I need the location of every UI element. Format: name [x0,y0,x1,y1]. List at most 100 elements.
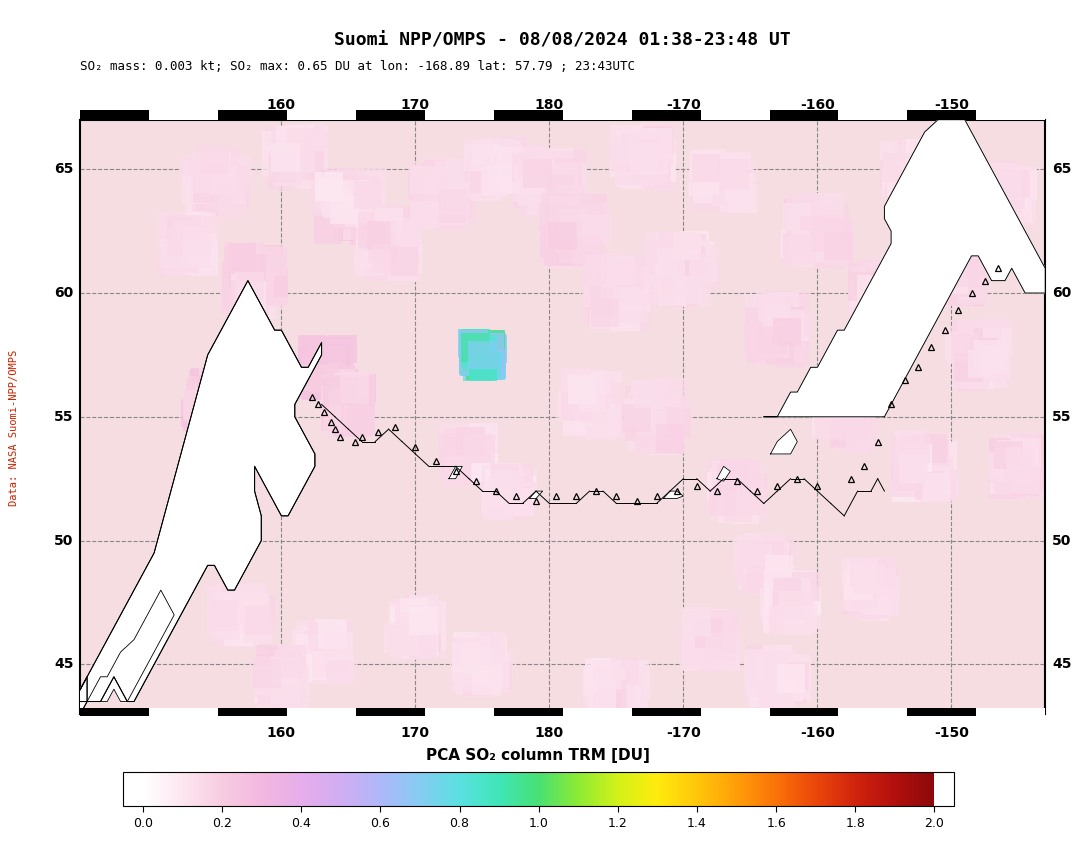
Point [173,229,190,243]
Point [467,337,485,351]
Point [459,653,476,667]
Point [268,139,285,152]
Point [188,168,205,181]
Point [310,639,327,652]
Point [616,666,634,680]
Point [948,253,965,267]
Point [547,201,564,215]
Point [969,357,986,371]
Point [1004,180,1022,193]
Point [610,685,627,699]
Point [661,411,679,425]
Point [971,368,988,381]
Polygon shape [33,441,60,628]
Point [300,654,317,668]
Point [879,271,896,285]
Point [242,622,259,636]
Point [717,186,734,199]
Point [592,412,609,426]
Point [272,155,289,168]
Point [925,274,942,288]
Point [286,677,303,691]
Point [733,189,750,203]
Text: Suomi NPP/OMPS - 08/08/2024 01:38-23:48 UT: Suomi NPP/OMPS - 08/08/2024 01:38-23:48 … [334,32,791,50]
Point [873,585,890,598]
Point [442,172,459,186]
Point [407,622,425,635]
Point [506,498,523,511]
Point [768,575,785,588]
Point [466,342,483,356]
Point [417,179,434,192]
Point [921,460,938,474]
Point [635,152,652,166]
Point [644,154,661,168]
Point [661,410,679,424]
Point [465,646,482,660]
Point [852,590,869,604]
Point [390,632,407,646]
Point [896,469,913,482]
Point [703,156,720,170]
Point [788,316,805,330]
Point [730,478,747,492]
Point [269,668,286,681]
Point [281,150,298,163]
Point [293,161,310,174]
Point [451,183,468,197]
Point [510,496,527,510]
Point [868,309,885,322]
Point [303,372,321,386]
Point [956,340,973,354]
Point [972,351,989,364]
Point [361,212,378,226]
Point [1026,442,1043,456]
Point [626,690,643,704]
Point [815,233,832,246]
Point [526,153,544,167]
Point [869,586,887,599]
Point [570,380,587,393]
Point [236,268,253,282]
Point [844,389,861,403]
Point [598,698,615,711]
Point [358,187,375,201]
Point [596,289,613,303]
Point [577,402,594,416]
Point [232,477,249,491]
Point [467,352,485,366]
Point [397,261,414,274]
Point [294,165,311,179]
Point [820,246,837,260]
Point [717,487,734,501]
Point [466,460,483,474]
Point [681,273,698,286]
Point [632,416,650,430]
Point [226,625,243,639]
Point [490,488,507,502]
Point [844,398,861,411]
Point [387,239,404,252]
Point [718,481,735,494]
Point [865,584,882,598]
Point [327,193,344,207]
Point [278,139,295,152]
Point [789,664,806,678]
Point [570,208,587,221]
Point [828,393,845,407]
Point [994,171,1011,185]
Point [743,499,760,513]
Point [988,197,1006,210]
Point [662,411,680,425]
Point [489,497,506,510]
Point [537,156,554,169]
Point [726,166,743,180]
Point [554,237,571,251]
Point [188,241,205,255]
Point [310,345,327,359]
Point [316,345,333,358]
Point [271,133,288,147]
Point [224,180,241,193]
Point [769,687,786,700]
Point [528,180,546,193]
